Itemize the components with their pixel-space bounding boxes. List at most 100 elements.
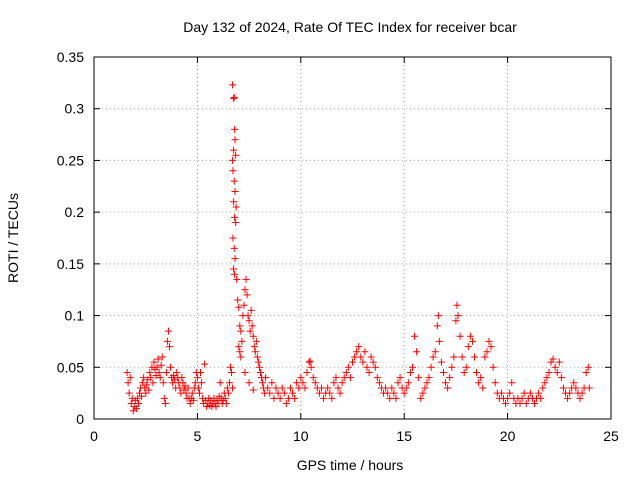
x-tick-label: 20	[500, 428, 516, 444]
data-point	[195, 389, 203, 397]
data-point	[230, 177, 238, 185]
data-point	[317, 384, 325, 392]
data-point	[549, 355, 557, 363]
data-point	[390, 389, 398, 397]
data-point	[152, 372, 160, 380]
data-point	[156, 374, 164, 382]
data-point	[365, 368, 373, 376]
data-point	[234, 296, 242, 304]
data-point	[357, 353, 365, 361]
data-point	[164, 327, 172, 335]
data-point	[487, 343, 495, 351]
data-point	[543, 374, 551, 382]
data-point	[460, 368, 468, 376]
data-point	[477, 374, 485, 382]
data-point	[411, 332, 419, 340]
data-point	[382, 384, 390, 392]
data-point	[132, 405, 140, 413]
data-point	[230, 244, 238, 252]
data-point	[221, 394, 229, 402]
data-point	[178, 374, 186, 382]
data-point	[371, 363, 379, 371]
data-point	[454, 312, 462, 320]
data-point	[280, 389, 288, 397]
data-point	[578, 389, 586, 397]
data-point	[466, 332, 474, 340]
data-point	[153, 363, 161, 371]
data-point	[530, 399, 538, 407]
x-tick-label: 5	[194, 428, 202, 444]
data-point	[197, 368, 205, 376]
y-tick-label: 0	[76, 411, 84, 427]
data-point	[149, 379, 157, 387]
data-point	[184, 384, 192, 392]
data-point	[289, 389, 297, 397]
data-point	[193, 374, 201, 382]
data-point	[186, 399, 194, 407]
data-point	[213, 396, 221, 404]
x-tick-label: 15	[396, 428, 412, 444]
data-point	[489, 363, 497, 371]
data-point	[462, 363, 470, 371]
data-point	[159, 379, 167, 387]
data-point	[485, 337, 493, 345]
data-point	[585, 384, 593, 392]
data-point	[249, 332, 257, 340]
data-point	[232, 151, 240, 159]
data-point	[278, 384, 286, 392]
data-point	[475, 379, 483, 387]
data-point	[537, 394, 545, 402]
data-point	[224, 389, 232, 397]
data-point	[299, 379, 307, 387]
data-point	[330, 379, 338, 387]
data-point	[326, 389, 334, 397]
data-point	[340, 374, 348, 382]
data-point	[198, 379, 206, 387]
data-point	[456, 332, 464, 340]
data-point	[413, 348, 421, 356]
data-point	[421, 384, 429, 392]
data-point	[251, 348, 259, 356]
data-point	[526, 389, 534, 397]
data-point	[404, 379, 412, 387]
data-point	[226, 363, 234, 371]
data-point	[167, 363, 175, 371]
x-tick-label: 25	[603, 428, 619, 444]
data-point	[392, 394, 400, 402]
data-point	[127, 399, 135, 407]
data-point	[446, 374, 454, 382]
data-point	[442, 379, 450, 387]
data-point	[133, 394, 141, 402]
data-point	[230, 198, 238, 206]
data-point	[253, 353, 261, 361]
data-point	[216, 379, 224, 387]
data-point	[483, 348, 491, 356]
data-point	[228, 368, 236, 376]
data-point	[236, 322, 244, 330]
data-point	[252, 337, 260, 345]
y-tick-label: 0.1	[65, 308, 85, 324]
data-point	[481, 353, 489, 361]
data-point	[539, 384, 547, 392]
data-point	[182, 389, 190, 397]
data-point	[576, 394, 584, 402]
y-tick-label: 0.3	[65, 101, 85, 117]
data-point	[255, 363, 263, 371]
data-point	[516, 399, 524, 407]
data-point	[346, 374, 354, 382]
data-point	[270, 394, 278, 402]
data-point	[145, 386, 153, 394]
data-point	[163, 337, 171, 345]
data-point	[232, 218, 240, 226]
data-point	[233, 275, 241, 283]
data-point	[142, 389, 150, 397]
data-point	[238, 337, 246, 345]
data-point	[427, 363, 435, 371]
data-point	[400, 389, 408, 397]
data-point	[231, 187, 239, 195]
data-point	[433, 322, 441, 330]
data-point	[249, 386, 257, 394]
data-point	[236, 348, 244, 356]
data-point	[245, 317, 253, 325]
